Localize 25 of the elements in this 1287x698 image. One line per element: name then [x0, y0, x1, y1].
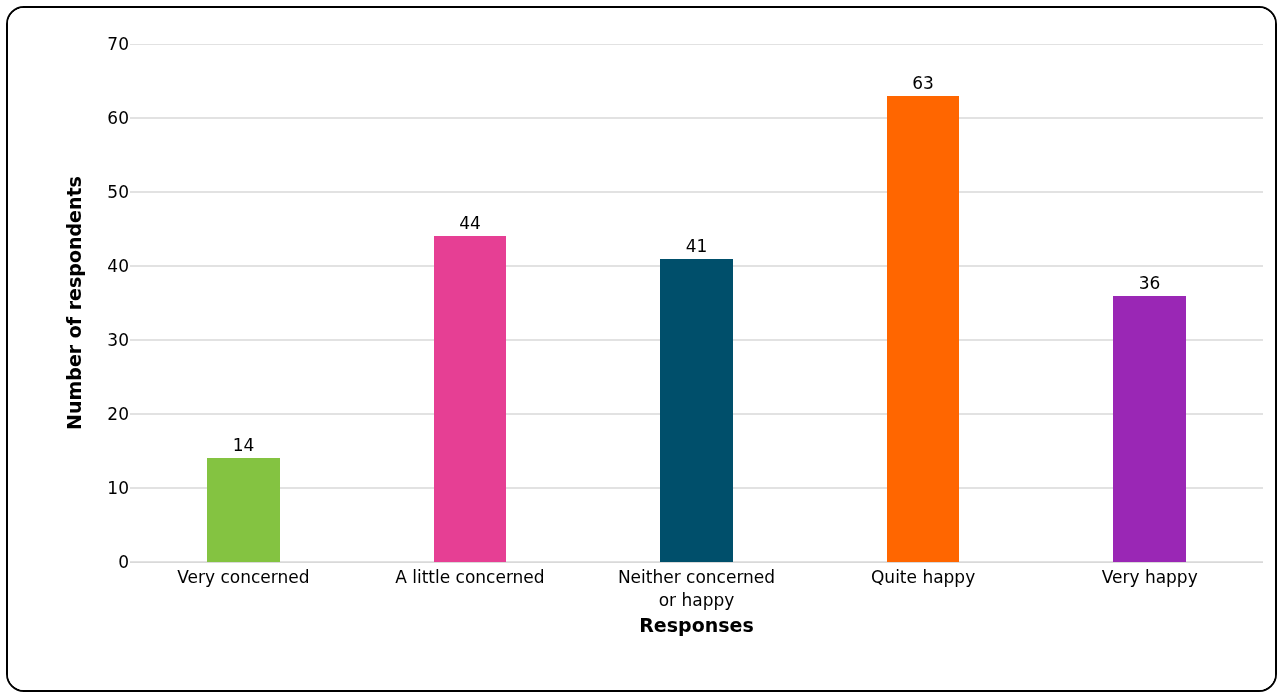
y-tick-label: 20 — [107, 403, 129, 424]
x-tick-label: Very concerned — [177, 567, 310, 588]
bar — [660, 259, 733, 562]
y-tick-label: 50 — [107, 181, 129, 202]
y-tick-label: 30 — [107, 329, 129, 350]
x-axis-title: Responses — [639, 614, 754, 637]
y-tick-label: 60 — [107, 107, 129, 128]
data-label: 14 — [232, 435, 255, 455]
bar — [434, 236, 506, 562]
bar — [1113, 296, 1186, 562]
x-tick-label: Quite happy — [870, 567, 976, 588]
bar — [207, 458, 280, 562]
y-tick-label: 40 — [107, 255, 129, 276]
data-label: 44 — [459, 213, 481, 233]
y-tick-label: 0 — [118, 551, 129, 572]
x-tick-label: A little concerned — [395, 567, 545, 588]
bar — [887, 96, 959, 562]
data-label: 36 — [1138, 273, 1161, 293]
data-label: 63 — [912, 73, 934, 93]
data-label: 41 — [685, 236, 708, 256]
y-axis-title: Number of respondents — [63, 176, 86, 430]
y-tick-label: 70 — [107, 33, 129, 54]
x-tick-label: Very happy — [1101, 567, 1198, 588]
y-tick-label: 10 — [107, 477, 129, 498]
x-tick-label: Neither concerned or happy — [617, 567, 776, 610]
